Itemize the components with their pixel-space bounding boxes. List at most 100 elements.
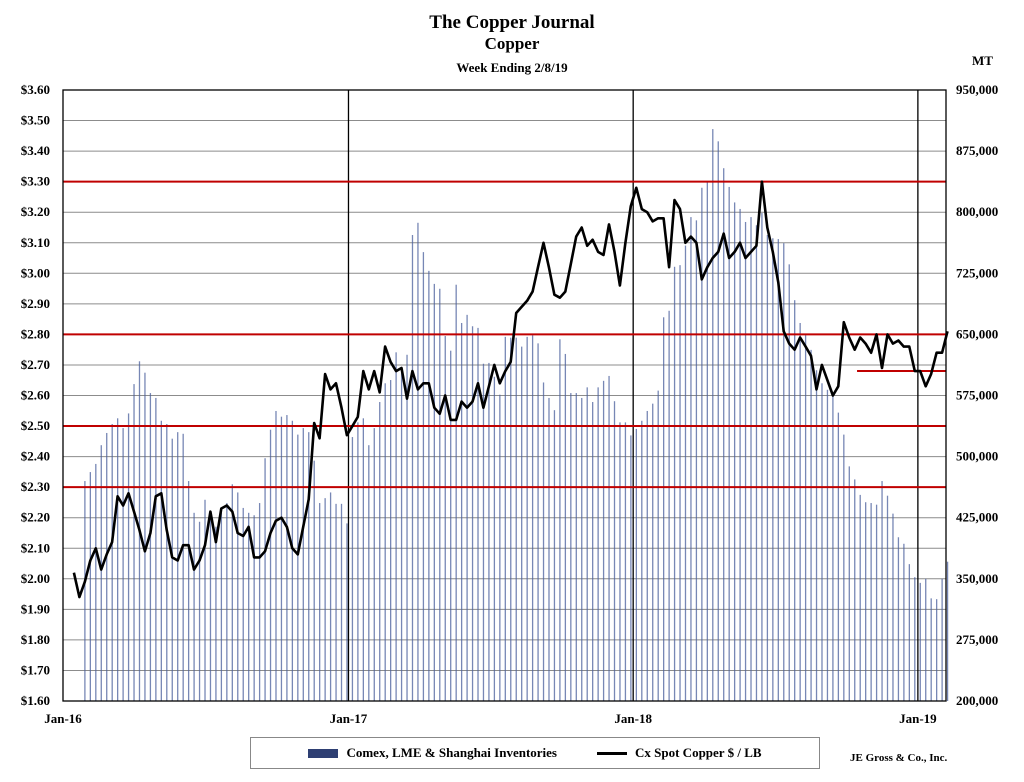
inventory-bar: [187, 481, 190, 701]
inventory-bar: [106, 432, 108, 701]
inventory-bar: [477, 327, 479, 701]
inventory-bar: [553, 410, 556, 701]
inventory-bar: [209, 511, 212, 701]
right-tick-label: 725,000: [956, 265, 998, 280]
right-tick-label: 875,000: [956, 143, 998, 158]
inventory-bar: [351, 437, 354, 701]
inventory-bar: [329, 492, 332, 701]
inventory-bar: [559, 339, 561, 701]
inventory-bar: [854, 479, 856, 701]
inventory-bar: [684, 245, 687, 702]
inventory-bar: [608, 375, 610, 701]
inventory-bar: [215, 526, 217, 701]
x-tick-label: Jan-19: [899, 711, 937, 726]
inventory-bar: [160, 420, 162, 701]
inventory-bar: [422, 252, 425, 702]
right-tick-label: 650,000: [956, 326, 998, 341]
inventory-bar: [231, 484, 233, 701]
inventory-bar: [788, 264, 790, 701]
inventory-bar: [368, 445, 370, 701]
inventory-bar: [859, 494, 861, 701]
inventory-bar: [100, 445, 102, 701]
inventory-bar: [379, 402, 381, 701]
inventory-bar: [504, 336, 506, 701]
inventory-bar: [308, 432, 310, 701]
inventory-bar: [95, 463, 97, 701]
right-tick-label: 950,000: [956, 82, 998, 97]
inventory-bar: [526, 336, 528, 701]
inventory-bar: [319, 503, 321, 701]
inventory-bar: [237, 492, 239, 701]
inventory-bar: [723, 168, 725, 701]
credit-text: JE Gross & Co., Inc.: [850, 752, 948, 764]
left-tick-label: $2.70: [21, 357, 50, 372]
right-tick-label: 800,000: [956, 204, 998, 219]
inventory-bar: [766, 235, 769, 701]
inventory-bar: [564, 353, 567, 701]
legend-label: Comex, LME & Shanghai Inventories: [346, 745, 557, 760]
inventory-bar: [493, 376, 496, 701]
inventory-bar: [914, 577, 916, 701]
left-tick-label: $3.60: [21, 82, 50, 97]
inventory-bar: [919, 582, 921, 701]
inventory-bar: [892, 513, 894, 701]
inventory-bar: [575, 393, 577, 701]
inventory-bar: [652, 403, 654, 701]
inventory-bar: [624, 422, 627, 701]
inventory-bar: [930, 598, 932, 701]
inventory-bar: [89, 472, 91, 701]
inventory-bar: [537, 343, 539, 701]
inventory-bar: [335, 503, 337, 701]
legend-item-inventories: Comex, LME & Shanghai Inventories: [308, 745, 557, 761]
inventory-bar: [248, 512, 250, 701]
inventory-bar: [84, 481, 86, 701]
inventory-bar: [733, 202, 736, 701]
legend-swatch-bar: [308, 748, 339, 758]
inventory-bar: [586, 387, 588, 701]
price-line: [72, 180, 949, 599]
inventory-bar: [406, 354, 408, 701]
inventory-bar: [772, 238, 774, 701]
inventory-bar: [641, 420, 643, 701]
left-tick-label: $2.00: [21, 571, 50, 586]
inventory-bar: [886, 495, 889, 701]
inventory-bar: [903, 543, 905, 701]
inventory-bar: [630, 435, 632, 701]
inventory-bar: [499, 394, 501, 701]
plot-frame: [62, 89, 947, 702]
inventory-bar: [761, 213, 763, 702]
inventory-bar: [750, 217, 752, 701]
inventory-bar: [204, 499, 206, 701]
inventory-bar: [400, 366, 403, 701]
inventory-bar: [843, 434, 845, 701]
inventory-bar: [149, 393, 152, 701]
inventory-bar: [646, 410, 648, 701]
inventory-bar: [127, 413, 130, 701]
inventory-bar: [695, 220, 698, 701]
inventory-bar: [755, 225, 758, 701]
right-tick-label: 350,000: [956, 571, 998, 586]
inventory-bar: [253, 515, 255, 701]
left-tick-label: $3.40: [21, 143, 50, 158]
inventory-bar: [739, 208, 741, 701]
inventory-bar: [673, 266, 676, 701]
left-tick-label: $1.90: [21, 601, 50, 616]
inventory-bar: [826, 389, 829, 701]
inventory-bar: [848, 466, 850, 701]
inventory-bar: [706, 182, 708, 702]
inventory-bar: [488, 362, 490, 701]
inventory-bar: [821, 383, 823, 701]
inventory-bar: [428, 270, 430, 701]
inventory-bar: [111, 424, 113, 701]
left-tick-label: $2.20: [21, 510, 50, 525]
inventory-bar: [226, 503, 228, 701]
left-tick-label: $3.10: [21, 235, 50, 250]
inventory-bar: [242, 507, 244, 701]
inventory-bar: [280, 416, 283, 701]
inventory-bar: [302, 428, 304, 701]
inventory-bar: [668, 310, 670, 701]
inventory-bar: [897, 537, 900, 701]
inventory-bar: [515, 337, 517, 701]
inventory-bar: [346, 523, 348, 701]
